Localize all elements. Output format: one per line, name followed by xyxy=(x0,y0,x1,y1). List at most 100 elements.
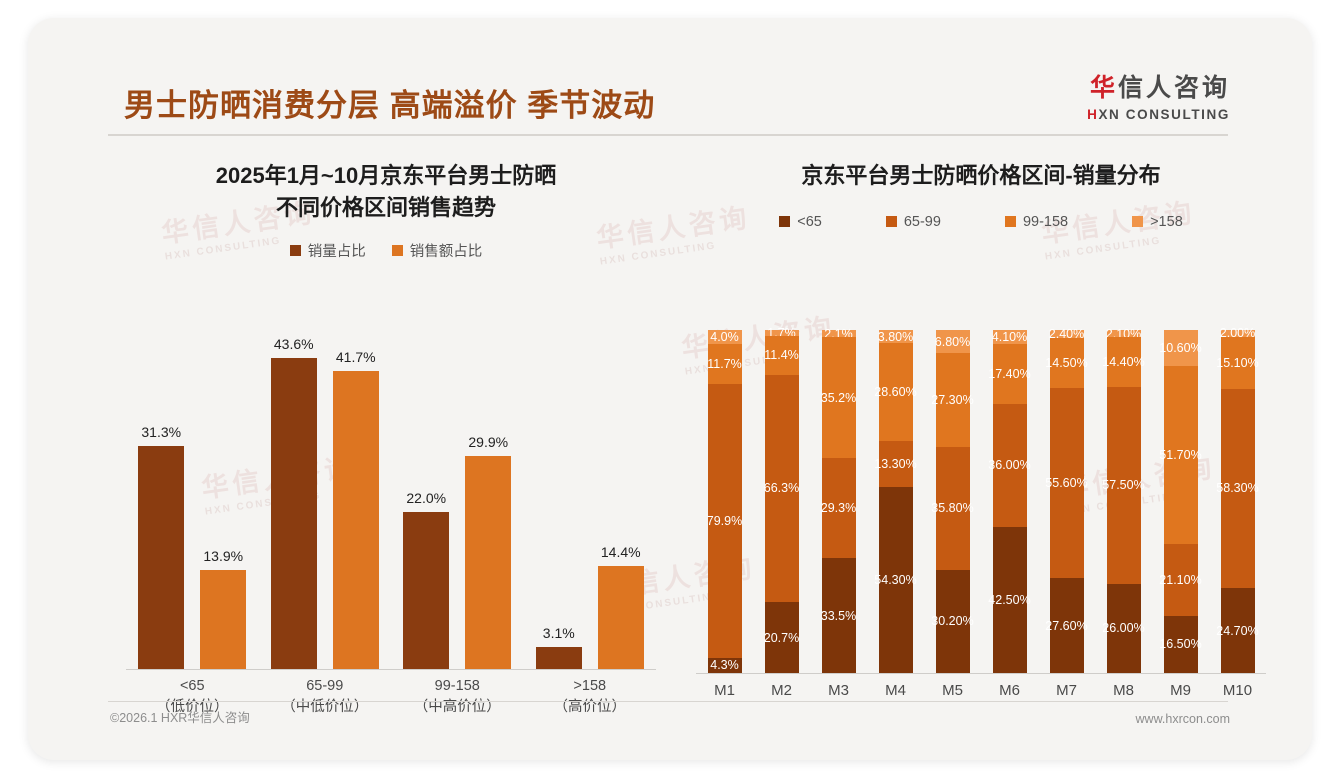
x-axis-label: M6 xyxy=(999,682,1020,699)
bar-销量占比[interactable]: 3.1% xyxy=(535,625,582,669)
stack-segment-99-158[interactable]: 27.30% xyxy=(931,353,974,447)
stack-segment-label: 24.70% xyxy=(1216,623,1259,638)
stacked-bar[interactable]: 10.60% 51.70% 21.10% 16.50% xyxy=(1159,330,1202,673)
x-axis-label-sub: （中低价位） xyxy=(281,699,369,716)
stacked-bar[interactable]: 4.0% 11.7% 79.9% 4.3% xyxy=(707,330,742,673)
stacked-bar[interactable]: 4.10% 17.40% 36.00% 42.50% xyxy=(988,330,1031,673)
x-axis-label-sub: （高价位） xyxy=(553,699,627,716)
stacked-column: 2.40% 14.50% 55.60% 27.60% xyxy=(1038,327,1095,673)
stack-segment-<65[interactable]: 54.30% xyxy=(874,486,917,673)
stack-segment-label: 35.80% xyxy=(931,501,974,516)
stack-segment-label: 30.20% xyxy=(931,614,974,629)
bar-销量占比[interactable]: 22.0% xyxy=(403,490,450,669)
stacked-bar-x-labels: M1 M2 M3 M4 M5 M6 M7 M8 M9 M10 xyxy=(696,674,1266,712)
bar-销售额占比[interactable]: 41.7% xyxy=(332,349,379,669)
stacked-column: 4.0% 11.7% 79.9% 4.3% xyxy=(696,330,753,673)
stack-segment-label: 14.40% xyxy=(1102,354,1145,369)
bar-销售额占比[interactable]: 13.9% xyxy=(200,548,247,669)
bar-销量占比[interactable]: 31.3% xyxy=(138,424,185,669)
stacked-bar[interactable]: 6.80% 27.30% 35.80% 30.20% xyxy=(931,330,974,673)
stacked-column: 3.80% 28.60% 13.30% 54.30% xyxy=(867,330,924,673)
stack-segment-label: 17.40% xyxy=(988,366,1031,381)
brand-logo: 华信人咨询 HXN CONSULTING xyxy=(1087,76,1230,122)
stack-segment-99-158[interactable]: 14.40% xyxy=(1102,337,1145,387)
stack-segment-65-99[interactable]: 66.3% xyxy=(764,374,799,603)
stack-segment-label: 27.30% xyxy=(931,393,974,408)
legend-item-right-3[interactable]: >158 xyxy=(1132,214,1183,230)
legend-item-right-0[interactable]: <65 xyxy=(779,214,822,230)
stack-segment-<65[interactable]: 4.3% xyxy=(707,657,742,673)
stack-segment-99-158[interactable]: 51.70% xyxy=(1159,366,1202,544)
stack-segment-65-99[interactable]: 36.00% xyxy=(988,403,1031,528)
stack-segment-label: 14.50% xyxy=(1045,356,1088,371)
stack-segment-99-158[interactable]: 11.4% xyxy=(764,335,799,375)
stack-segment-label: 55.60% xyxy=(1045,476,1088,491)
stack-segment-65-99[interactable]: 55.60% xyxy=(1045,387,1088,579)
logo-english: HXN CONSULTING xyxy=(1087,108,1230,122)
bar-销售额占比[interactable]: 14.4% xyxy=(597,544,644,669)
stacked-bar[interactable]: 2.40% 14.50% 55.60% 27.60% xyxy=(1045,327,1088,673)
stack-segment-<65[interactable]: 33.5% xyxy=(821,558,856,673)
bar-value-label: 43.6% xyxy=(273,335,314,352)
x-axis-label-sub: （中高价位） xyxy=(413,699,501,716)
stack-segment-<65[interactable]: 30.20% xyxy=(931,569,974,673)
legend-item-right-1[interactable]: 65-99 xyxy=(885,214,941,230)
legend-item-left-1[interactable]: 销售额占比 xyxy=(391,240,482,261)
stack-segment-label: 58.30% xyxy=(1216,481,1259,496)
bar-销量占比[interactable]: 43.6% xyxy=(270,336,317,669)
bar-group: 43.6% 41.7% xyxy=(259,312,392,669)
stacked-bar[interactable]: 3.80% 28.60% 13.30% 54.30% xyxy=(874,330,917,673)
stack-segment-99-158[interactable]: 15.10% xyxy=(1216,336,1259,389)
bar-value-label: 41.7% xyxy=(335,349,376,366)
slide-inner: 华信人咨询 HXN CONSULTING 华信人咨询 HXN CONSULTIN… xyxy=(42,32,1298,746)
stack-segment-<65[interactable]: 26.00% xyxy=(1102,583,1145,673)
stack-segment-label: 36.00% xyxy=(988,458,1031,473)
stacked-bar[interactable]: 2.00% 15.10% 58.30% 24.70% xyxy=(1216,326,1259,674)
stack-segment-65-99[interactable]: 57.50% xyxy=(1102,386,1145,584)
stack-segment-65-99[interactable]: 21.10% xyxy=(1159,543,1202,617)
stack-segment->158[interactable]: 2.40% xyxy=(1049,327,1084,341)
stack-segment-<65[interactable]: 24.70% xyxy=(1216,588,1259,674)
stack-segment-99-158[interactable]: 17.40% xyxy=(988,344,1031,404)
stack-segment-label: 2.10% xyxy=(1105,326,1142,341)
stack-segment->158[interactable]: 4.0% xyxy=(707,330,742,344)
stack-segment->158[interactable]: 2.10% xyxy=(1106,327,1141,341)
stacked-bar[interactable]: 2.10% 14.40% 57.50% 26.00% xyxy=(1102,327,1145,673)
x-axis-line xyxy=(126,669,656,670)
legend-item-left-0[interactable]: 销量占比 xyxy=(289,240,366,261)
stack-segment->158[interactable]: 3.80% xyxy=(878,330,913,344)
bar-group: 31.3% 13.9% xyxy=(126,312,259,669)
legend-item-right-2[interactable]: 99-158 xyxy=(1004,214,1068,230)
stack-segment-<65[interactable]: 20.7% xyxy=(764,602,799,674)
stack-segment-label: 2.1% xyxy=(824,326,853,341)
stack-segment->158[interactable]: 2.1% xyxy=(821,327,856,341)
stack-segment->158[interactable]: 2.00% xyxy=(1220,326,1255,340)
stack-segment-65-99[interactable]: 58.30% xyxy=(1216,388,1259,589)
stacked-bar[interactable]: 1.7% 11.4% 66.3% 20.7% xyxy=(764,326,799,674)
stack-segment-65-99[interactable]: 79.9% xyxy=(707,383,742,658)
stack-segment-99-158[interactable]: 14.50% xyxy=(1045,338,1088,388)
bar-销售额占比[interactable]: 29.9% xyxy=(465,434,512,669)
stack-segment-65-99[interactable]: 29.3% xyxy=(821,457,856,559)
stack-segment-label: 26.00% xyxy=(1102,621,1145,636)
stack-segment->158[interactable]: 4.10% xyxy=(992,330,1027,345)
stack-segment-65-99[interactable]: 35.80% xyxy=(931,446,974,570)
stack-segment-65-99[interactable]: 13.30% xyxy=(874,441,917,487)
x-axis-label: >158 （高价位） xyxy=(524,670,657,715)
stack-segment->158[interactable]: 6.80% xyxy=(935,330,970,354)
legend-label: 销量占比 xyxy=(307,243,366,260)
footer-copyright: ©2026.1 HXR华信人咨询 xyxy=(110,711,250,725)
stack-segment-<65[interactable]: 42.50% xyxy=(988,527,1031,673)
stack-segment-label: 10.60% xyxy=(1159,341,1202,356)
stack-segment-99-158[interactable]: 35.2% xyxy=(821,337,856,458)
stack-segment-99-158[interactable]: 11.7% xyxy=(707,343,742,384)
stack-segment-<65[interactable]: 16.50% xyxy=(1159,616,1202,673)
stack-segment-label: 27.60% xyxy=(1045,618,1088,633)
stack-segment->158[interactable]: 10.60% xyxy=(1159,330,1202,367)
stacked-column: 4.10% 17.40% 36.00% 42.50% xyxy=(981,330,1038,673)
stack-segment-99-158[interactable]: 28.60% xyxy=(874,343,917,442)
stacked-bar[interactable]: 2.1% 35.2% 29.3% 33.5% xyxy=(821,327,856,673)
stacked-column: 6.80% 27.30% 35.80% 30.20% xyxy=(924,330,981,673)
stack-segment-<65[interactable]: 27.60% xyxy=(1045,578,1088,673)
